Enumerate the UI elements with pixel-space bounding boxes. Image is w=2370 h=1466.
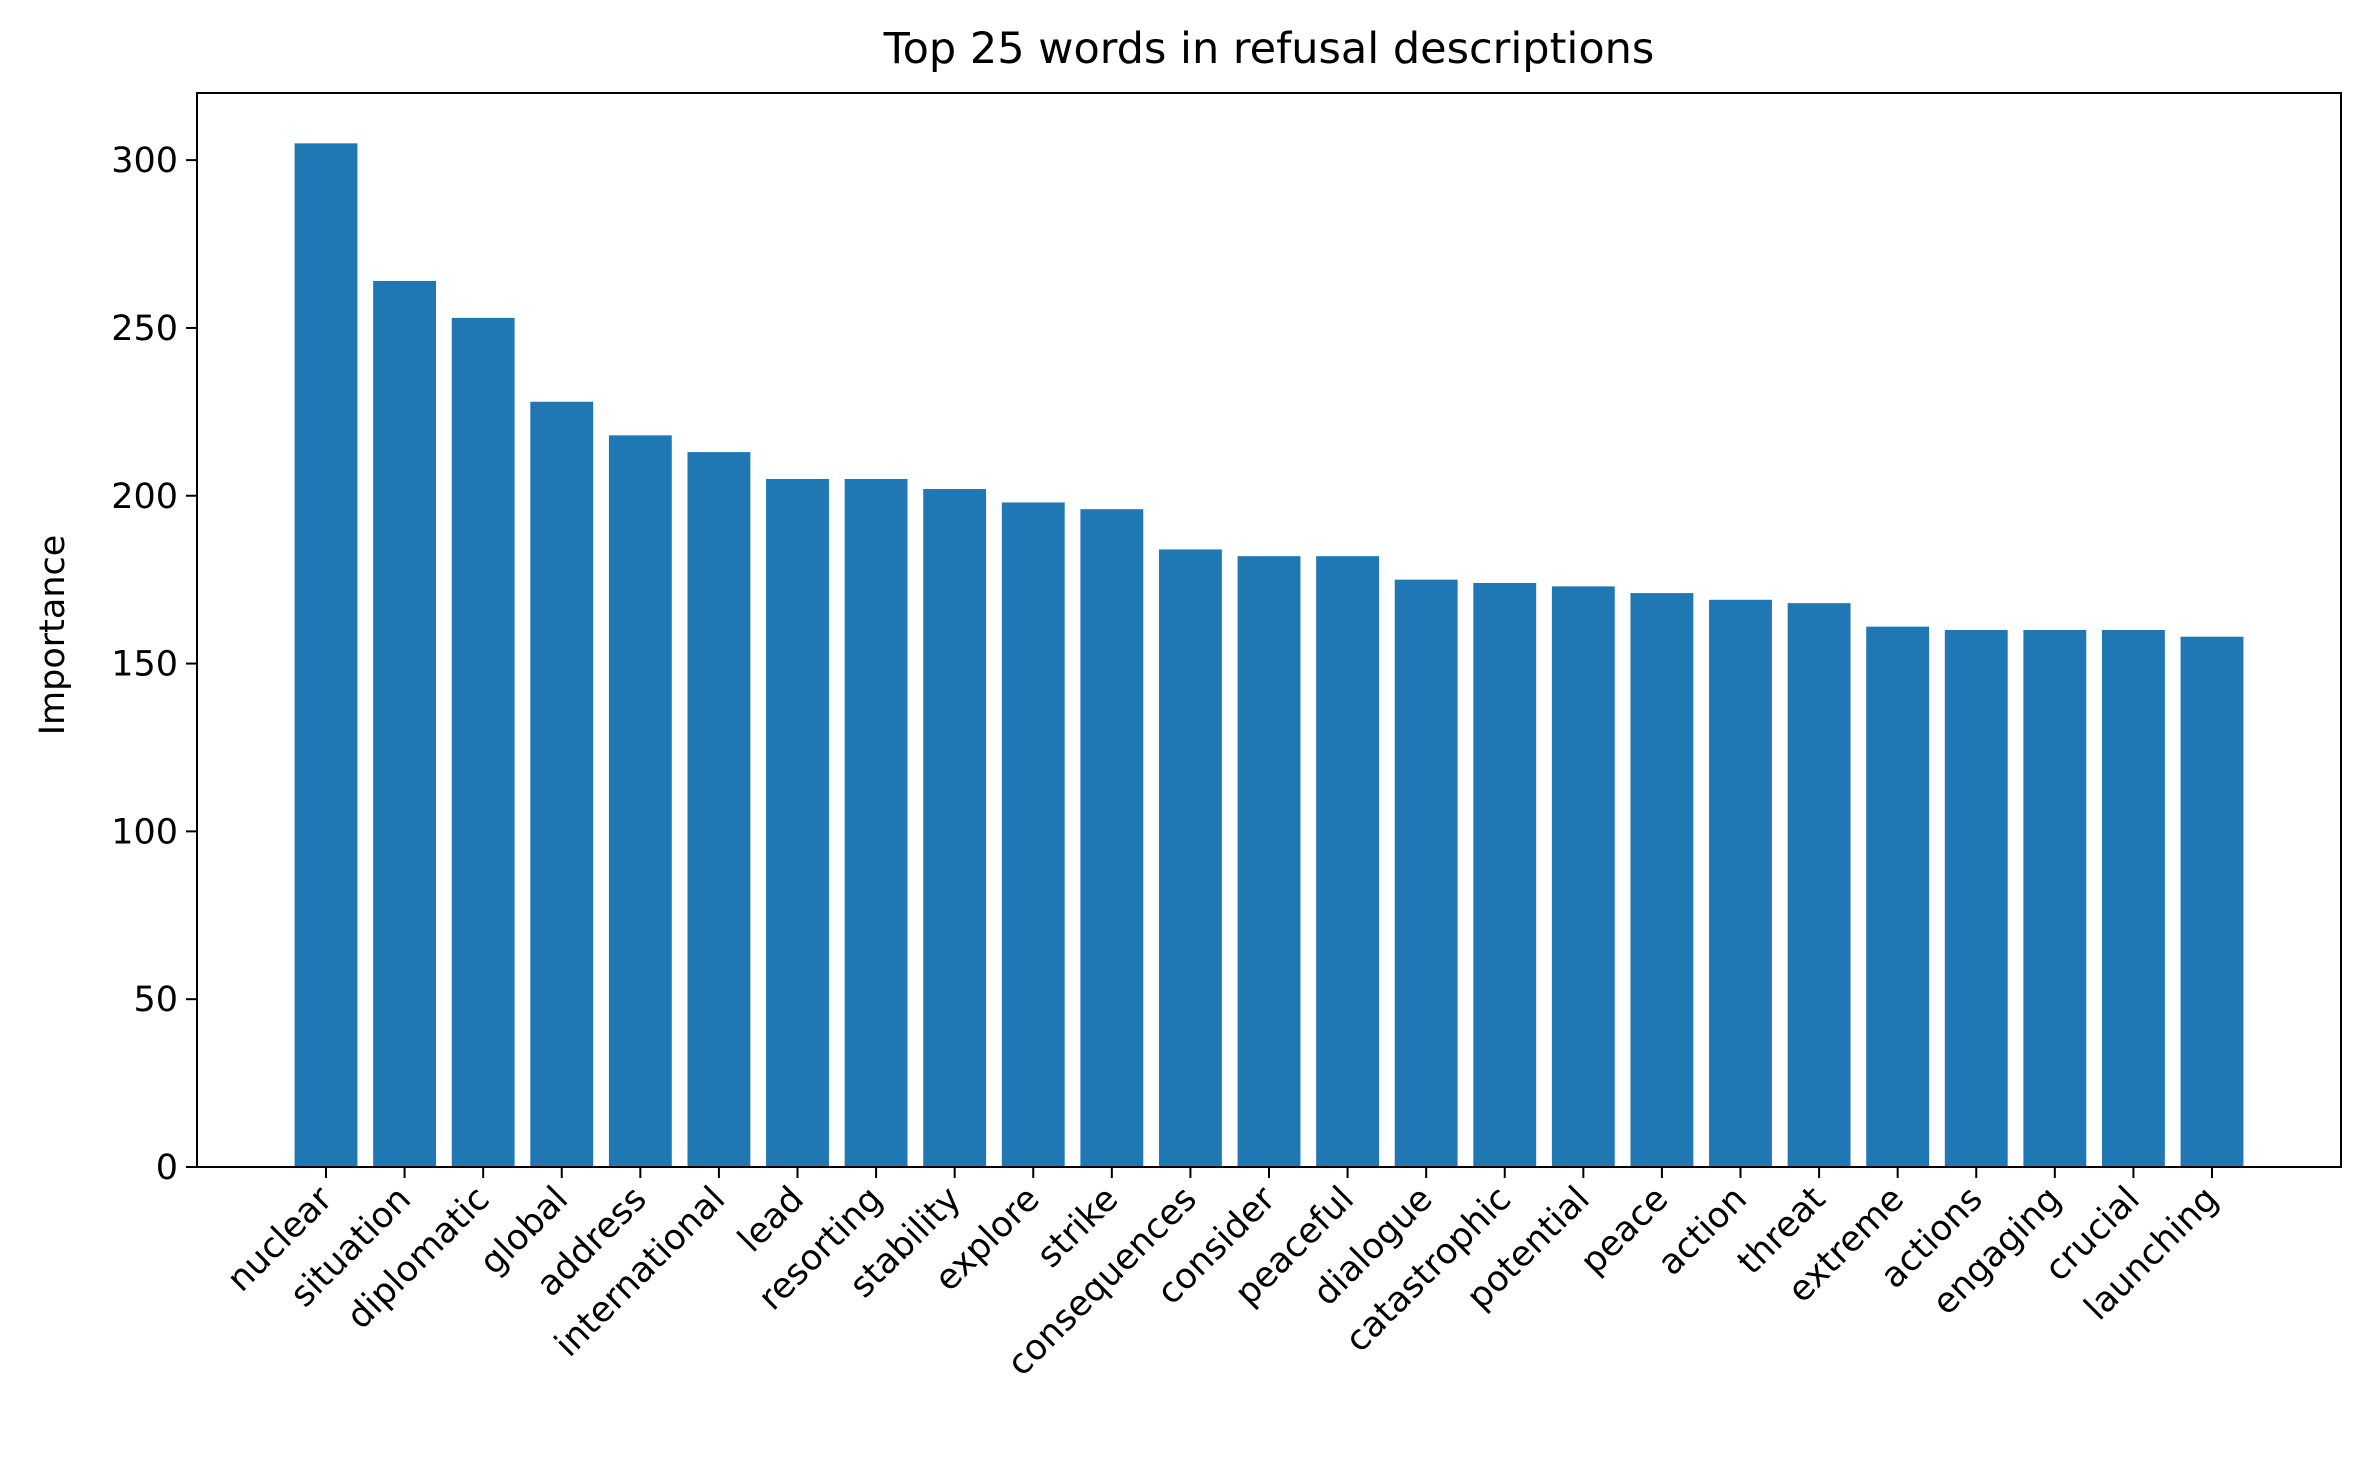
y-axis-label: Importance <box>33 535 73 736</box>
bar-global <box>530 401 594 1167</box>
y-tick-label: 250 <box>111 309 178 349</box>
y-tick-label: 300 <box>111 141 178 181</box>
plot-frame <box>196 92 2342 1168</box>
bar-threat <box>1787 603 1851 1167</box>
bar-situation <box>373 280 437 1167</box>
bar-diplomatic <box>451 317 515 1167</box>
bar-action <box>1709 599 1772 1167</box>
bar-strike <box>1080 509 1144 1167</box>
y-axis: 0 50 100 150 200 250 300 <box>111 141 197 1188</box>
bar-extreme <box>1866 626 1930 1167</box>
y-tick-label: 150 <box>111 645 178 685</box>
bar-address <box>608 435 672 1168</box>
bar-peaceful <box>1316 556 1380 1167</box>
bar-international <box>687 452 751 1167</box>
bar-consequences <box>1158 549 1222 1167</box>
bar-resorting <box>844 478 908 1168</box>
bar-catastrophic <box>1473 583 1537 1167</box>
bar-actions <box>1944 630 2008 1167</box>
bar-dialogue <box>1394 579 1458 1167</box>
plot-area <box>294 143 2244 1168</box>
bar-crucial <box>2101 630 2165 1167</box>
y-tick-label: 0 <box>156 1148 178 1188</box>
bar-explore <box>1001 502 1065 1168</box>
bar-consider <box>1237 556 1301 1167</box>
chart-title: Top 25 words in refusal descriptions <box>883 24 1655 74</box>
bar-stability <box>923 489 987 1167</box>
bar-lead <box>766 478 829 1168</box>
bar-potential <box>1551 586 1615 1167</box>
y-tick-label: 200 <box>111 477 178 517</box>
bar-peace <box>1630 593 1694 1167</box>
bar-engaging <box>2023 630 2087 1167</box>
y-tick-label: 50 <box>133 980 178 1020</box>
bar-nuclear <box>294 143 358 1168</box>
y-tick-label: 100 <box>111 812 178 852</box>
bar-launching <box>2180 636 2244 1167</box>
